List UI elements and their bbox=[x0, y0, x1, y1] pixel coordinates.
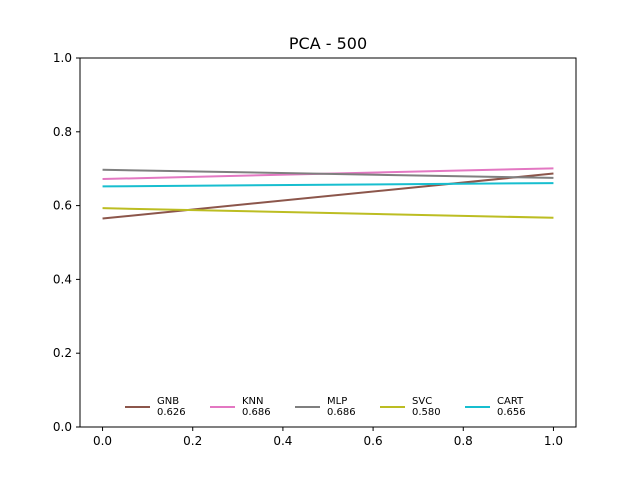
x-tick-label: 0.2 bbox=[183, 434, 202, 448]
y-tick-label: 0.0 bbox=[53, 420, 72, 434]
legend: GNB0.626KNN0.686MLP0.686SVC0.580CART0.65… bbox=[125, 396, 526, 418]
y-tick-label: 0.2 bbox=[53, 346, 72, 360]
y-tick-label: 1.0 bbox=[53, 51, 72, 65]
x-tick-label: 0.8 bbox=[454, 434, 473, 448]
legend-value: 0.580 bbox=[412, 407, 441, 418]
chart-title: PCA - 500 bbox=[289, 34, 367, 53]
x-tick-label: 0.0 bbox=[93, 434, 112, 448]
x-tick-label: 1.0 bbox=[544, 434, 563, 448]
legend-value: 0.656 bbox=[497, 407, 526, 418]
legend-label: CART bbox=[497, 396, 524, 407]
series-line-svc bbox=[102, 207, 554, 219]
y-tick-label: 0.8 bbox=[53, 125, 72, 139]
legend-label: MLP bbox=[327, 396, 347, 407]
legend-value: 0.626 bbox=[157, 407, 186, 418]
axes-layer: 0.0 0.2 0.4 0.6 0.8 1.0 0.0 0.2 0.4 0.6 0.8 1.0 bbox=[53, 51, 577, 448]
legend-label: SVC bbox=[412, 396, 432, 407]
series-line-mlp bbox=[102, 168, 554, 179]
series-line-gnb bbox=[102, 172, 554, 220]
series-line-cart bbox=[102, 182, 554, 188]
series-layer bbox=[102, 167, 554, 220]
legend-label: KNN bbox=[242, 396, 264, 407]
x-tick-label: 0.6 bbox=[364, 434, 383, 448]
legend-value: 0.686 bbox=[242, 407, 271, 418]
x-tick-label: 0.4 bbox=[273, 434, 292, 448]
y-tick-label: 0.4 bbox=[53, 272, 72, 286]
legend-label: GNB bbox=[157, 396, 179, 407]
legend-value: 0.686 bbox=[327, 407, 356, 418]
plot-frame bbox=[79, 57, 577, 428]
y-tick-label: 0.6 bbox=[53, 199, 72, 213]
